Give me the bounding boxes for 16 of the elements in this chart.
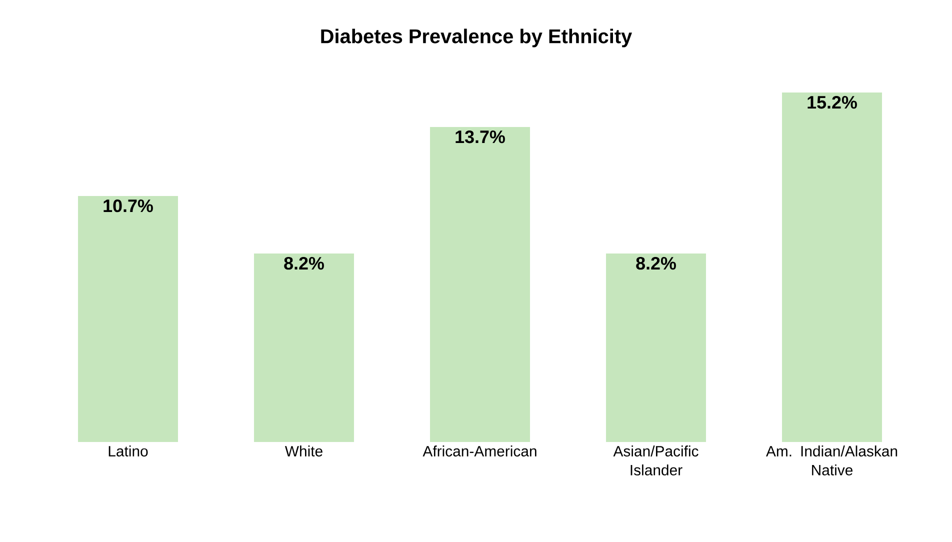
bar <box>606 253 706 442</box>
bar <box>254 253 354 442</box>
bar <box>430 126 530 442</box>
data-label: 10.7% <box>104 199 153 212</box>
bar <box>78 196 178 442</box>
x-tick-label: Am. Indian/Alaskan Native <box>766 446 898 476</box>
bar <box>782 92 882 442</box>
x-tick-label: African-American <box>422 446 536 456</box>
data-label: 13.7% <box>456 130 505 144</box>
x-tick-label: White <box>284 446 322 456</box>
x-tick-label: Asian/Pacific Islander <box>613 446 698 476</box>
chart-title: Diabetes Prevalence by Ethnicity <box>321 28 632 48</box>
data-label: 8.2% <box>636 256 676 270</box>
data-label: 15.2% <box>808 96 857 109</box>
data-label: 8.2% <box>284 256 324 270</box>
x-tick-label: Latino <box>108 446 148 456</box>
